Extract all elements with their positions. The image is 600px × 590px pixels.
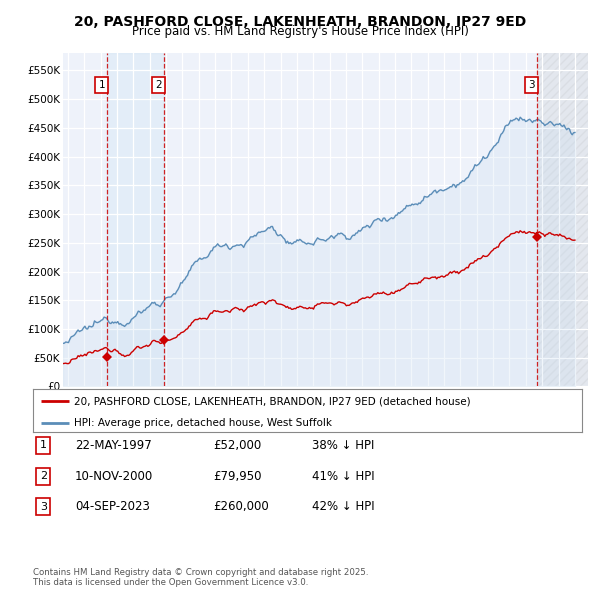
Text: 3: 3 (529, 80, 535, 90)
Text: 3: 3 (40, 502, 47, 512)
Text: 20, PASHFORD CLOSE, LAKENHEATH, BRANDON, IP27 9ED: 20, PASHFORD CLOSE, LAKENHEATH, BRANDON,… (74, 15, 526, 29)
Text: 38% ↓ HPI: 38% ↓ HPI (312, 439, 374, 452)
Text: 20, PASHFORD CLOSE, LAKENHEATH, BRANDON, IP27 9ED (detached house): 20, PASHFORD CLOSE, LAKENHEATH, BRANDON,… (74, 396, 471, 407)
Text: £79,950: £79,950 (213, 470, 262, 483)
Text: 1: 1 (40, 441, 47, 450)
Text: 2: 2 (155, 80, 162, 90)
Text: 10-NOV-2000: 10-NOV-2000 (75, 470, 153, 483)
Text: 41% ↓ HPI: 41% ↓ HPI (312, 470, 374, 483)
Text: Price paid vs. HM Land Registry's House Price Index (HPI): Price paid vs. HM Land Registry's House … (131, 25, 469, 38)
Text: £260,000: £260,000 (213, 500, 269, 513)
Text: 42% ↓ HPI: 42% ↓ HPI (312, 500, 374, 513)
Bar (107, 53, 164, 386)
Text: HPI: Average price, detached house, West Suffolk: HPI: Average price, detached house, West… (74, 418, 332, 428)
Text: £52,000: £52,000 (213, 439, 261, 452)
Text: 22-MAY-1997: 22-MAY-1997 (75, 439, 152, 452)
Text: Contains HM Land Registry data © Crown copyright and database right 2025.
This d: Contains HM Land Registry data © Crown c… (33, 568, 368, 587)
Text: 2: 2 (40, 471, 47, 481)
Text: 1: 1 (98, 80, 105, 90)
Bar (537, 53, 588, 386)
Text: 04-SEP-2023: 04-SEP-2023 (75, 500, 150, 513)
